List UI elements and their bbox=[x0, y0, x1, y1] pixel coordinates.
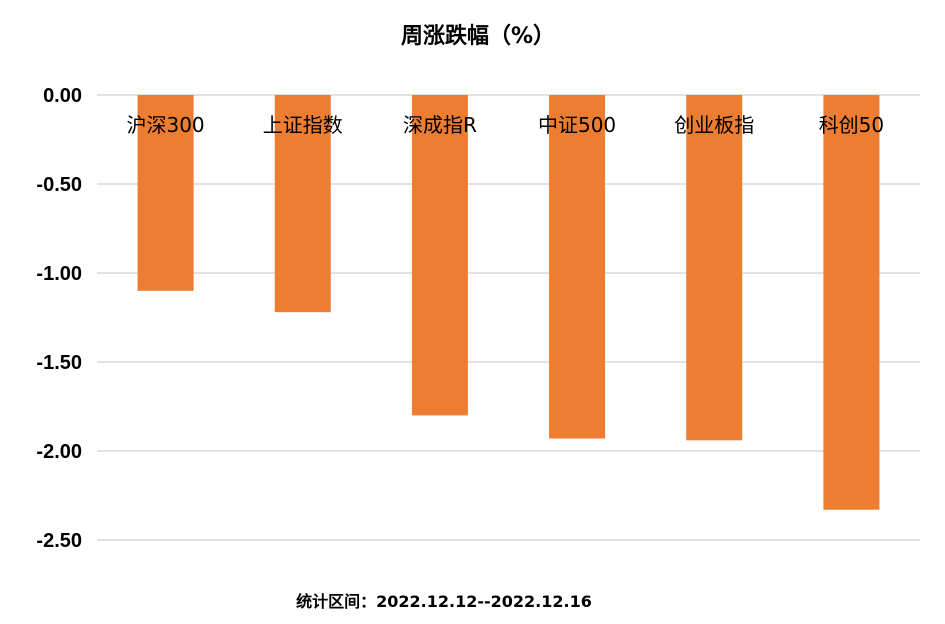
y-tick-label: -2.50 bbox=[36, 530, 82, 552]
category-label: 科创50 bbox=[819, 113, 884, 137]
bar bbox=[823, 95, 880, 510]
y-tick-label: -1.50 bbox=[36, 352, 82, 374]
bar bbox=[549, 95, 606, 439]
category-labels: 沪深300 上证指数 深成指R 中证500 创业板指 科创50 bbox=[126, 113, 884, 137]
bars bbox=[137, 95, 880, 510]
y-tick-label: -2.00 bbox=[36, 441, 82, 463]
gridlines bbox=[97, 94, 920, 541]
y-tick-label: -0.50 bbox=[36, 174, 82, 196]
bar bbox=[137, 95, 194, 291]
chart-title: 周涨跌幅（%） bbox=[401, 24, 555, 49]
category-label: 上证指数 bbox=[263, 113, 343, 137]
bar bbox=[274, 95, 331, 313]
y-tick-label: 0.00 bbox=[43, 85, 82, 107]
bar bbox=[411, 95, 468, 416]
category-label: 创业板指 bbox=[674, 113, 754, 137]
category-label: 深成指R bbox=[403, 113, 477, 137]
date-range-footer: 统计区间：2022.12.12--2022.12.16 bbox=[296, 592, 592, 611]
y-tick-label: -1.00 bbox=[36, 263, 82, 285]
category-label: 沪深300 bbox=[126, 113, 204, 137]
bar bbox=[686, 95, 743, 441]
category-label: 中证500 bbox=[538, 113, 616, 137]
y-axis-ticks: 0.00 -0.50 -1.00 -1.50 -2.00 -2.50 bbox=[36, 85, 82, 552]
